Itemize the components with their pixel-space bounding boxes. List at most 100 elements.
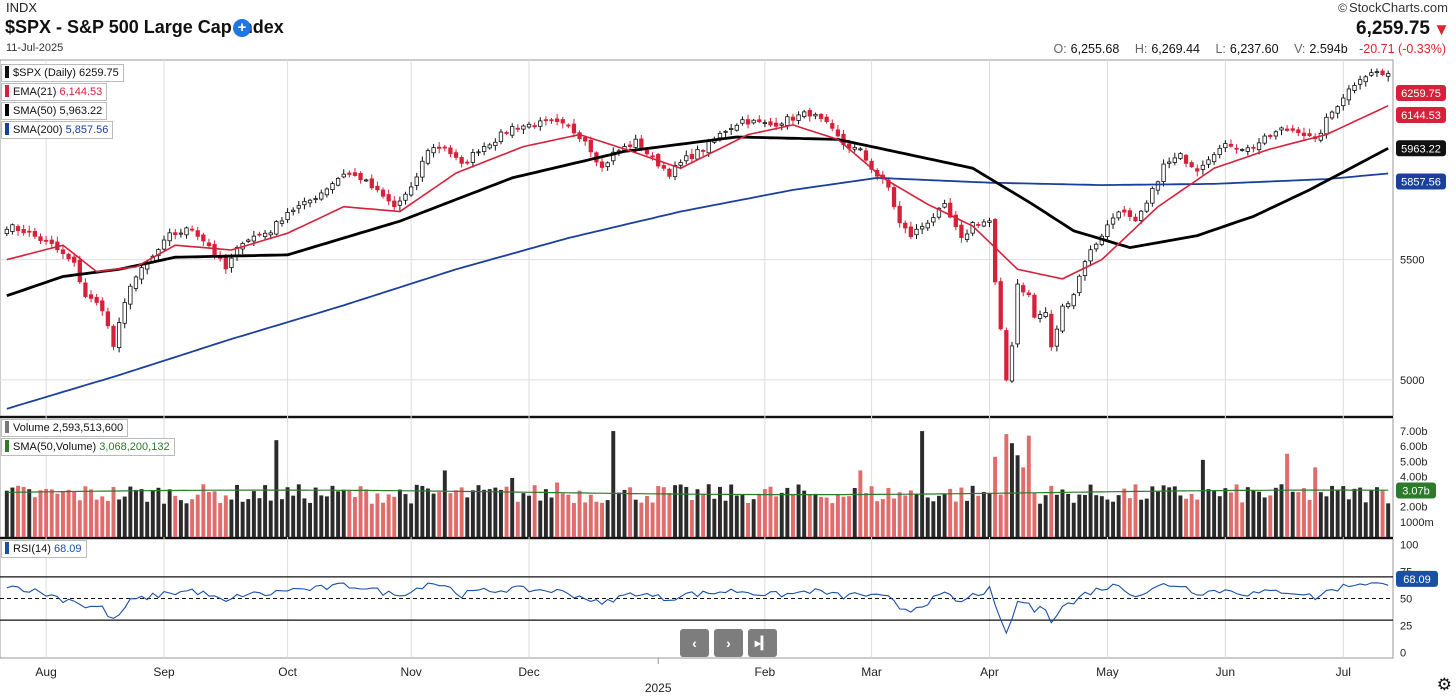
volume-bar: [1206, 489, 1211, 537]
sma200-line: [6, 172, 1389, 410]
volume-bar: [1071, 502, 1076, 537]
volume-bar: [667, 493, 672, 537]
candle-up: [128, 285, 133, 305]
candle-down: [903, 222, 908, 229]
candle-up: [397, 200, 403, 206]
candle-up: [964, 233, 970, 240]
plus-circle-icon[interactable]: +: [233, 19, 251, 37]
volume-bar: [1228, 492, 1233, 537]
legend-rsi: RSI(14) 68.09: [1, 540, 87, 558]
volume-bar: [661, 487, 666, 537]
volume-bar: [1296, 492, 1301, 537]
sma50-line: [6, 135, 1389, 298]
candle-up: [1200, 164, 1206, 170]
candle-up: [779, 123, 784, 126]
volume-bar: [296, 484, 301, 537]
candle-down: [543, 119, 549, 122]
candle-down: [588, 139, 593, 153]
candle-down: [66, 253, 71, 260]
volume-bar: [712, 498, 717, 537]
ema21-line: [6, 104, 1389, 280]
volume-bar: [1144, 498, 1149, 537]
volume-bar: [1346, 499, 1351, 537]
volume-bar: [650, 502, 655, 537]
volume-bar: [145, 501, 150, 537]
candle-up: [476, 151, 481, 154]
legend-volsma-value: 3,068,200,132: [99, 441, 170, 453]
chevron-right-icon[interactable]: ›: [714, 629, 743, 657]
volume-bar: [600, 502, 605, 537]
candle-down: [1380, 70, 1385, 75]
gear-icon[interactable]: ⚙: [1436, 675, 1452, 694]
volume-bar: [796, 484, 801, 537]
volume-bar: [10, 487, 15, 537]
candle-down: [223, 256, 228, 270]
candle-down: [173, 232, 178, 236]
volume-bar: [970, 485, 975, 537]
volume-bar: [790, 493, 795, 537]
candle-down: [1122, 209, 1127, 213]
brand-logo[interactable]: © StockCharts.com: [1338, 0, 1448, 15]
volume-bar: [1122, 488, 1127, 537]
volume-bar: [892, 498, 897, 537]
candle-up: [403, 193, 408, 201]
chevron-left-icon[interactable]: ‹: [680, 629, 709, 657]
candle-up: [1094, 243, 1099, 250]
candle-up: [1037, 314, 1043, 319]
volume-bar: [1374, 487, 1379, 537]
candle-down: [465, 161, 470, 164]
volume-bar: [122, 496, 127, 537]
candle-down: [891, 187, 897, 207]
volume-bar: [644, 495, 649, 537]
candle-up: [1054, 328, 1060, 347]
candle-up: [425, 150, 431, 164]
candle-down: [21, 228, 26, 234]
candle-down: [554, 118, 560, 122]
volume-bar: [352, 497, 357, 537]
volume-bar: [1172, 486, 1177, 537]
volume-bar: [476, 485, 481, 537]
candle-up: [678, 162, 683, 166]
candle-down: [77, 259, 82, 283]
volume-bar: [779, 492, 784, 537]
candle-down: [1127, 210, 1133, 217]
candle-down: [644, 149, 650, 155]
candle-up: [987, 220, 992, 223]
candle-down: [560, 119, 565, 124]
volume-bar: [1167, 487, 1172, 537]
candle-down: [1032, 294, 1037, 318]
candle-down: [650, 155, 655, 158]
volume-bar: [105, 500, 110, 537]
legend-volume-label: Volume: [13, 422, 50, 434]
volume-bar: [431, 493, 436, 537]
volume-tick-label: 7.00b: [1400, 426, 1428, 438]
candle-up: [785, 116, 790, 126]
volume-bar: [279, 499, 284, 537]
volume-bar: [768, 486, 773, 537]
volume-bar: [835, 493, 840, 537]
volume-bar: [689, 499, 694, 537]
volume-bar: [369, 503, 374, 537]
volume-bar: [532, 485, 537, 537]
legend-spx-text: $SPX (Daily) 6259.75: [13, 67, 119, 79]
candle-down: [111, 325, 116, 347]
candle-up: [1206, 159, 1211, 165]
volume-tick-label: 5.00b: [1400, 456, 1428, 468]
month-tick-label: Jul: [1336, 665, 1351, 679]
candle-down: [1251, 146, 1256, 149]
volume-bar: [1318, 492, 1323, 537]
volume-bar: [1285, 453, 1290, 537]
candle-up: [672, 165, 678, 178]
sma50-tag: 5963.22: [1401, 143, 1441, 155]
volume-bar: [1240, 502, 1245, 537]
volume-bar: [1386, 503, 1391, 537]
volume-tick-label: 2.00b: [1400, 502, 1428, 514]
volume-bar: [746, 502, 751, 537]
volume-bar: [1324, 496, 1329, 537]
candle-up: [493, 141, 498, 147]
volume-bar: [1015, 455, 1020, 537]
skip-to-end-icon[interactable]: ▸▎: [748, 629, 777, 657]
candle-up: [167, 232, 172, 242]
candle-up: [470, 152, 476, 163]
